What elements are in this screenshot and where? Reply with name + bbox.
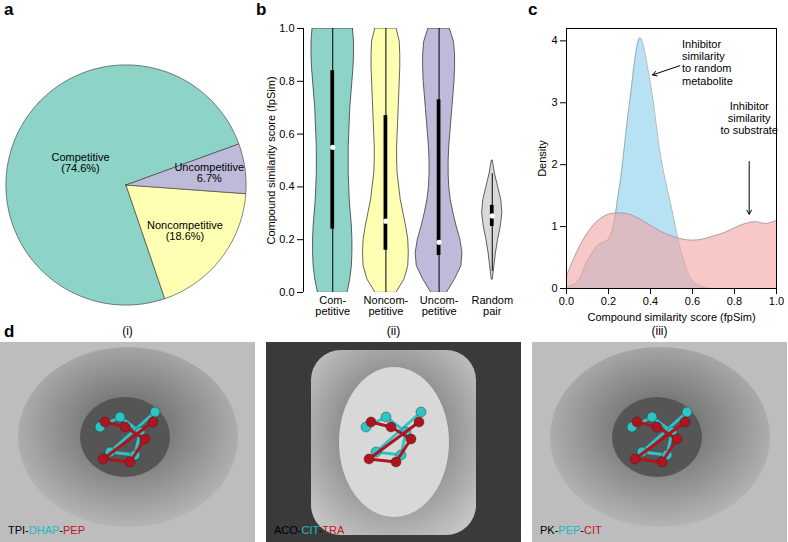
svg-text:Noncom-petitive: Noncom-petitive [364,294,409,317]
svg-text:0.4: 0.4 [643,295,658,307]
svg-text:0.6: 0.6 [685,295,700,307]
html-text:c: c [528,0,538,19]
html-text:a: a [4,0,14,19]
svg-text:2: 2 [551,158,557,170]
html-text:PK- PEP - CIT: PK- PEP - CIT [540,524,602,536]
svg-text:Noncompetitive(18.6%): Noncompetitive(18.6%) [147,219,223,242]
svg-text:0.4: 0.4 [279,180,294,192]
html-text:(ii): (ii) [386,324,401,338]
svg-text:Uncompetitive6.7%: Uncompetitive6.7% [174,161,244,184]
svg-text:Uncom-petitive: Uncom-petitive [420,294,459,317]
svg-text:0.2: 0.2 [601,295,616,307]
html-text:(iii): (iii) [651,324,668,338]
html-text:d: d [4,322,15,341]
svg-text:1.0: 1.0 [769,295,784,307]
svg-text:Inhibitorsimilarityto randomme: Inhibitorsimilarityto randommetabolite [682,38,733,86]
svg-text:Compound similarity score (fpS: Compound similarity score (fpSim) [587,311,755,323]
html-text:ACO- CIT - TRA: ACO- CIT - TRA [274,524,345,536]
svg-text:Density: Density [536,140,548,177]
html-text:TPI- DHAP - PEP: TPI- DHAP - PEP [8,524,85,536]
html-text:(i): (i) [122,324,133,338]
svg-text:0: 0 [551,282,557,294]
svg-text:4: 4 [551,34,557,46]
svg-text:Inhibitorsimilarityto substrat: Inhibitorsimilarityto substrate [720,100,777,136]
svg-text:Compound similarity score (fpS: Compound similarity score (fpSim) [265,76,277,244]
svg-text:0.0: 0.0 [559,295,574,307]
svg-text:Randompair: Randompair [471,294,513,317]
svg-text:0.0: 0.0 [279,286,294,298]
svg-text:0.8: 0.8 [279,75,294,87]
svg-text:0.6: 0.6 [279,128,294,140]
svg-text:Competitive(74.6%): Competitive(74.6%) [51,151,109,174]
svg-text:0.8: 0.8 [727,295,742,307]
html-text:b: b [256,0,267,19]
svg-text:1: 1 [551,220,557,232]
svg-text:Com-petitive: Com-petitive [315,294,350,317]
svg-text:3: 3 [551,96,557,108]
svg-text:0.2: 0.2 [279,233,294,245]
svg-text:1.0: 1.0 [279,22,294,34]
